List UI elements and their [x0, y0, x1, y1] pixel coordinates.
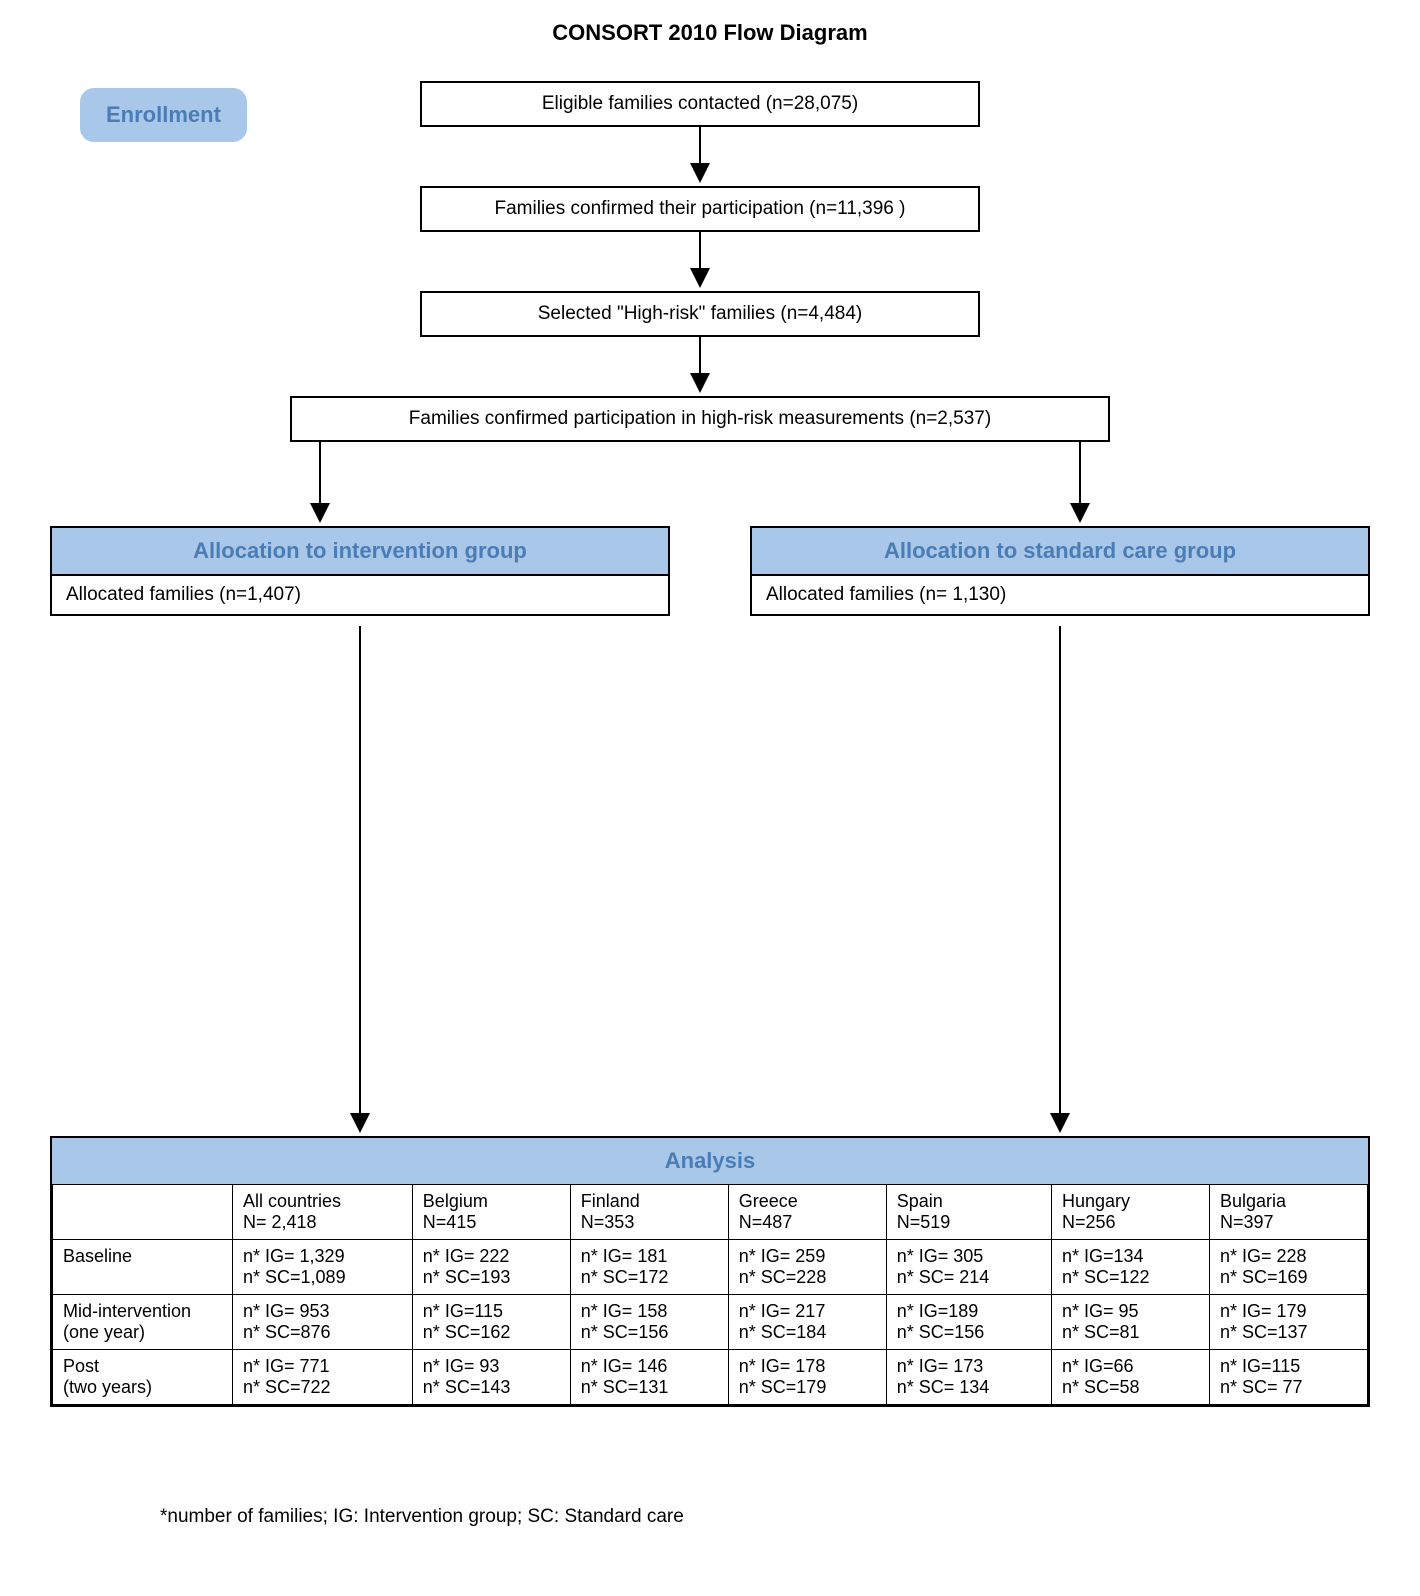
- analysis-head: Analysis: [52, 1138, 1368, 1184]
- analysis-col-head: SpainN=519: [886, 1185, 1051, 1240]
- analysis-col-head: FinlandN=353: [570, 1185, 728, 1240]
- box-confirmed-text: Families confirmed their participation (…: [495, 198, 906, 219]
- row-label: Post(two years): [53, 1350, 233, 1405]
- footnote: *number of families; IG: Intervention gr…: [160, 1506, 684, 1528]
- data-cell: n* IG= 93n* SC=143: [412, 1350, 570, 1405]
- box-eligible-text: Eligible families contacted (n=28,075): [542, 93, 858, 114]
- analysis-col-head: GreeceN=487: [728, 1185, 886, 1240]
- row-label: Mid-intervention(one year): [53, 1295, 233, 1350]
- data-cell: n* IG= 259n* SC=228: [728, 1240, 886, 1295]
- analysis-section: Analysis All countriesN= 2,418BelgiumN=4…: [50, 1136, 1370, 1407]
- diagram-title: CONSORT 2010 Flow Diagram: [20, 20, 1400, 46]
- data-cell: n* IG= 178n* SC=179: [728, 1350, 886, 1405]
- data-cell: n* IG= 181n* SC=172: [570, 1240, 728, 1295]
- table-row: Mid-intervention(one year)n* IG= 953n* S…: [53, 1295, 1368, 1350]
- alloc-standard-body: Allocated families (n= 1,130): [752, 576, 1368, 614]
- analysis-col-head: HungaryN=256: [1052, 1185, 1210, 1240]
- data-cell: n* IG= 158n* SC=156: [570, 1295, 728, 1350]
- box-confirmed: Families confirmed their participation (…: [420, 186, 980, 232]
- data-cell: n* IG= 222n* SC=193: [412, 1240, 570, 1295]
- data-cell: n* IG= 217n* SC=184: [728, 1295, 886, 1350]
- phase-enrollment: Enrollment: [80, 88, 247, 142]
- data-cell: n* IG=115n* SC=162: [412, 1295, 570, 1350]
- data-cell: n* IG= 953n* SC=876: [233, 1295, 413, 1350]
- analysis-col-head: BulgariaN=397: [1209, 1185, 1367, 1240]
- alloc-standard-box: Allocation to standard care group Alloca…: [750, 526, 1370, 616]
- phase-enrollment-label: Enrollment: [106, 102, 221, 127]
- table-row: Post(two years)n* IG= 771n* SC=722n* IG=…: [53, 1350, 1368, 1405]
- data-cell: n* IG=134n* SC=122: [1052, 1240, 1210, 1295]
- data-cell: n* IG=189n* SC=156: [886, 1295, 1051, 1350]
- analysis-col-head: All countriesN= 2,418: [233, 1185, 413, 1240]
- analysis-table: All countriesN= 2,418BelgiumN=415Finland…: [52, 1184, 1368, 1405]
- alloc-intervention-head: Allocation to intervention group: [52, 528, 668, 576]
- alloc-intervention-box: Allocation to intervention group Allocat…: [50, 526, 670, 616]
- row-label: Baseline: [53, 1240, 233, 1295]
- table-row: Baselinen* IG= 1,329n* SC=1,089n* IG= 22…: [53, 1240, 1368, 1295]
- analysis-col-head: BelgiumN=415: [412, 1185, 570, 1240]
- data-cell: n* IG= 1,329n* SC=1,089: [233, 1240, 413, 1295]
- data-cell: n* IG= 179n* SC=137: [1209, 1295, 1367, 1350]
- alloc-intervention-body: Allocated families (n=1,407): [52, 576, 668, 614]
- arrows-svg: [20, 76, 1400, 1176]
- data-cell: n* IG= 228n* SC=169: [1209, 1240, 1367, 1295]
- data-cell: n* IG=66n* SC=58: [1052, 1350, 1210, 1405]
- data-cell: n* IG= 173n* SC= 134: [886, 1350, 1051, 1405]
- consort-diagram: CONSORT 2010 Flow Diagram Enrollment Eli…: [20, 20, 1400, 1576]
- data-cell: n* IG= 95n* SC=81: [1052, 1295, 1210, 1350]
- box-highrisk-text: Selected "High-risk" families (n=4,484): [538, 303, 862, 324]
- analysis-thead: All countriesN= 2,418BelgiumN=415Finland…: [53, 1185, 1368, 1240]
- data-cell: n* IG= 146n* SC=131: [570, 1350, 728, 1405]
- box-participation-text: Families confirmed participation in high…: [409, 408, 991, 429]
- box-eligible: Eligible families contacted (n=28,075): [420, 81, 980, 127]
- box-highrisk: Selected "High-risk" families (n=4,484): [420, 291, 980, 337]
- analysis-col-head: [53, 1185, 233, 1240]
- data-cell: n* IG=115n* SC= 77: [1209, 1350, 1367, 1405]
- data-cell: n* IG= 305n* SC= 214: [886, 1240, 1051, 1295]
- box-participation: Families confirmed participation in high…: [290, 396, 1110, 442]
- data-cell: n* IG= 771n* SC=722: [233, 1350, 413, 1405]
- alloc-standard-head: Allocation to standard care group: [752, 528, 1368, 576]
- analysis-tbody: Baselinen* IG= 1,329n* SC=1,089n* IG= 22…: [53, 1240, 1368, 1405]
